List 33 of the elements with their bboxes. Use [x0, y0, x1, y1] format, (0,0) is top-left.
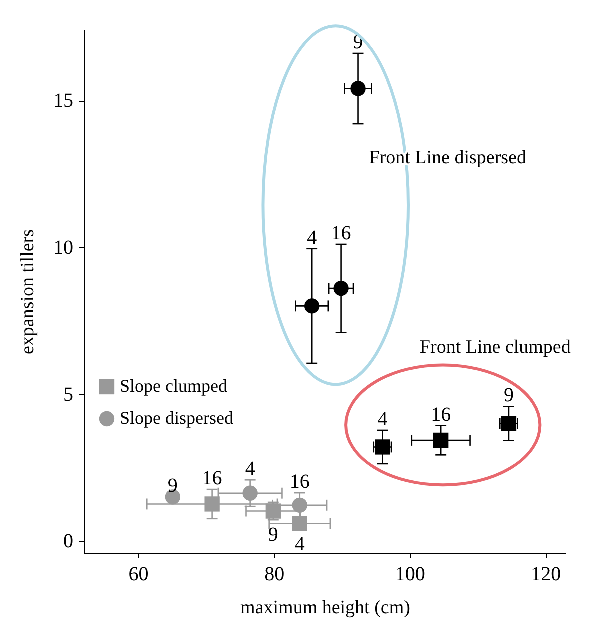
legend-label: Slope dispersed: [120, 408, 234, 428]
point: [292, 516, 308, 532]
annotation: 16: [331, 222, 352, 244]
annotation: 16: [202, 468, 222, 490]
annotation: 9: [268, 524, 278, 546]
annotation: 4: [245, 458, 256, 480]
point: [242, 486, 258, 501]
point: [350, 81, 366, 96]
annotation: 9: [168, 475, 178, 498]
x-axis-title: maximum height (cm): [240, 598, 410, 618]
y-tick-label: 15: [54, 90, 74, 112]
x-tick-label: 80: [264, 564, 285, 586]
annotation: 16: [290, 471, 310, 494]
y-axis-title: expansion tillers: [18, 229, 38, 355]
y-tick-label: 10: [54, 236, 74, 259]
annotation: 16: [431, 404, 452, 426]
point: [304, 298, 320, 314]
x-tick-label: 120: [531, 564, 562, 586]
annotation: 4: [294, 533, 305, 556]
point: [292, 498, 308, 513]
annotation: 4: [307, 226, 318, 249]
annotation: Front Line dispersed: [369, 148, 527, 169]
y-tick-label: 0: [64, 530, 74, 553]
annotation: Front Line clumped: [420, 336, 572, 358]
legend-label: Slope clumped: [120, 376, 228, 396]
x-tick-label: 60: [128, 564, 149, 586]
point: [204, 496, 220, 512]
point: [334, 280, 349, 296]
annotation: 9: [504, 384, 514, 407]
annotation: 4: [378, 408, 388, 430]
point: [434, 432, 449, 448]
y-tick-label: 5: [64, 384, 74, 406]
x-tick-label: 100: [395, 564, 426, 586]
